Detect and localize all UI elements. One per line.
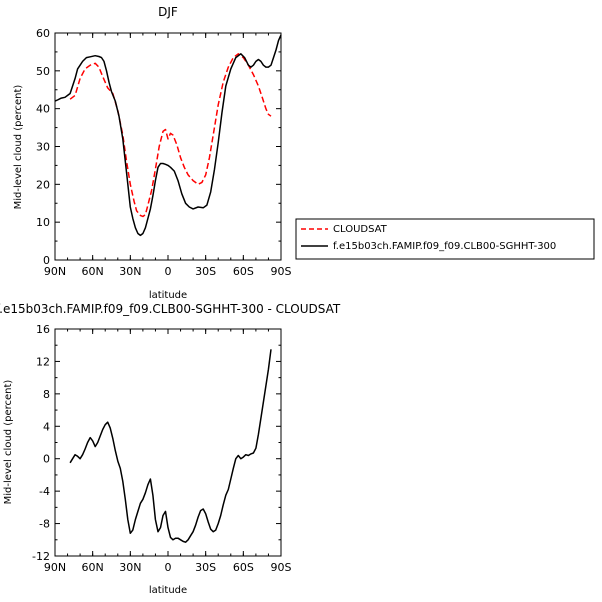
legend-label-cloudsat: CLOUDSAT <box>333 224 388 235</box>
y-tick-label: -4 <box>39 485 50 498</box>
y-tick-label: -12 <box>32 550 50 563</box>
x-tick-label: 90S <box>271 561 292 574</box>
x-tick-label: 30N <box>119 265 141 278</box>
x-tick-label: 30S <box>195 561 216 574</box>
y-axis-label: Mid-level cloud (percent) <box>3 380 14 505</box>
panel-bottom: f.e15b03ch.FAMIP.f09_f09.CLB00-SGHHT-300… <box>0 302 341 596</box>
x-tick-label: 30N <box>119 561 141 574</box>
plot-area <box>69 349 272 543</box>
x-tick-label: 0 <box>165 561 172 574</box>
x-tick-label: 60N <box>82 561 104 574</box>
y-tick-label: 0 <box>43 254 50 267</box>
series-line-0 <box>69 53 272 218</box>
tick-marks: 90N 60N 30N 0 30S 60S 90S -12 -8 -4 0 4 8 12 16 <box>32 323 291 574</box>
y-tick-label: 0 <box>43 453 50 466</box>
y-tick-label: 20 <box>36 178 50 191</box>
y-tick-label: 30 <box>36 141 50 154</box>
legend-box <box>295 218 595 260</box>
series-line-1 <box>54 34 282 237</box>
y-axis-label: Mid-level cloud (percent) <box>13 85 24 210</box>
y-tick-label: 60 <box>36 27 50 40</box>
x-tick-label: 60N <box>82 265 104 278</box>
y-tick-label: 16 <box>36 323 50 336</box>
legend: CLOUDSAT f.e15b03ch.FAMIP.f09_f09.CLB00-… <box>295 218 595 260</box>
y-tick-label: 4 <box>43 420 50 433</box>
y-tick-label: 10 <box>36 216 50 229</box>
y-tick-label: 40 <box>36 103 50 116</box>
plot-area <box>54 34 282 237</box>
y-tick-label: 12 <box>36 355 50 368</box>
y-tick-label: -8 <box>39 518 50 531</box>
y-tick-label: 8 <box>43 388 50 401</box>
x-axis-label: latitude <box>149 585 187 596</box>
x-tick-label: 60S <box>233 265 254 278</box>
x-tick-label: 30S <box>195 265 216 278</box>
x-tick-label: 90N <box>44 265 66 278</box>
x-tick-label: 0 <box>165 265 172 278</box>
chart-title: DJF <box>158 5 178 19</box>
difference-title: f.e15b03ch.FAMIP.f09_f09.CLB00-SGHHT-300… <box>0 302 341 316</box>
y-tick-label: 50 <box>36 65 50 78</box>
x-axis-label: latitude <box>149 290 187 301</box>
tick-marks: 90N 60N 30N 0 30S 60S 90S 0 10 20 30 40 50 60 <box>36 27 292 278</box>
x-tick-label: 90S <box>271 265 292 278</box>
panel-top: DJF 90N 60N 30N 0 30S 60S 90S 0 10 20 30 40 50 60 lat… <box>13 5 292 301</box>
x-tick-label: 60S <box>233 561 254 574</box>
plot-frame <box>54 328 282 557</box>
legend-label-model: f.e15b03ch.FAMIP.f09_f09.CLB00-SGHHT-300 <box>333 241 556 252</box>
series-line-0 <box>69 349 272 543</box>
x-tick-label: 90N <box>44 561 66 574</box>
